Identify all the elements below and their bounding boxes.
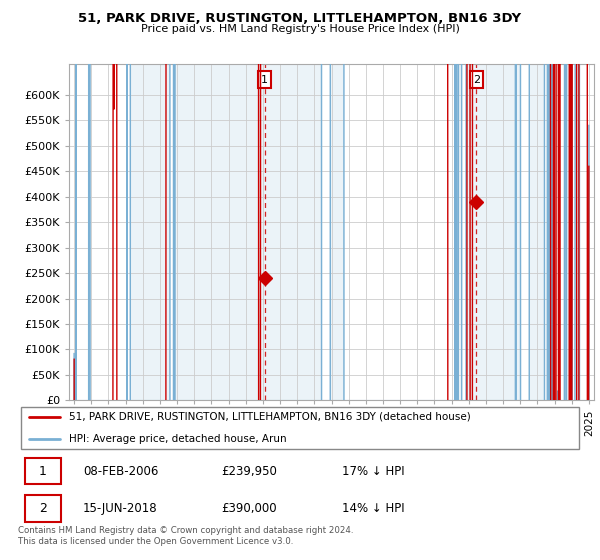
Text: 14% ↓ HPI: 14% ↓ HPI xyxy=(342,502,405,515)
Text: 08-FEB-2006: 08-FEB-2006 xyxy=(83,465,158,478)
Bar xyxy=(25,458,61,484)
Bar xyxy=(25,495,61,521)
FancyBboxPatch shape xyxy=(21,407,579,449)
Text: Price paid vs. HM Land Registry's House Price Index (HPI): Price paid vs. HM Land Registry's House … xyxy=(140,24,460,34)
Text: 2: 2 xyxy=(39,502,47,515)
Text: 15-JUN-2018: 15-JUN-2018 xyxy=(83,502,157,515)
Text: 51, PARK DRIVE, RUSTINGTON, LITTLEHAMPTON, BN16 3DY (detached house): 51, PARK DRIVE, RUSTINGTON, LITTLEHAMPTO… xyxy=(69,412,470,422)
Text: £239,950: £239,950 xyxy=(221,465,277,478)
Text: 1: 1 xyxy=(39,465,47,478)
Text: £390,000: £390,000 xyxy=(221,502,277,515)
Text: Contains HM Land Registry data © Crown copyright and database right 2024.
This d: Contains HM Land Registry data © Crown c… xyxy=(18,526,353,546)
Text: 51, PARK DRIVE, RUSTINGTON, LITTLEHAMPTON, BN16 3DY: 51, PARK DRIVE, RUSTINGTON, LITTLEHAMPTO… xyxy=(79,12,521,25)
Text: HPI: Average price, detached house, Arun: HPI: Average price, detached house, Arun xyxy=(69,434,286,444)
Text: 1: 1 xyxy=(261,74,268,85)
Text: 17% ↓ HPI: 17% ↓ HPI xyxy=(342,465,405,478)
Text: 2: 2 xyxy=(473,74,480,85)
